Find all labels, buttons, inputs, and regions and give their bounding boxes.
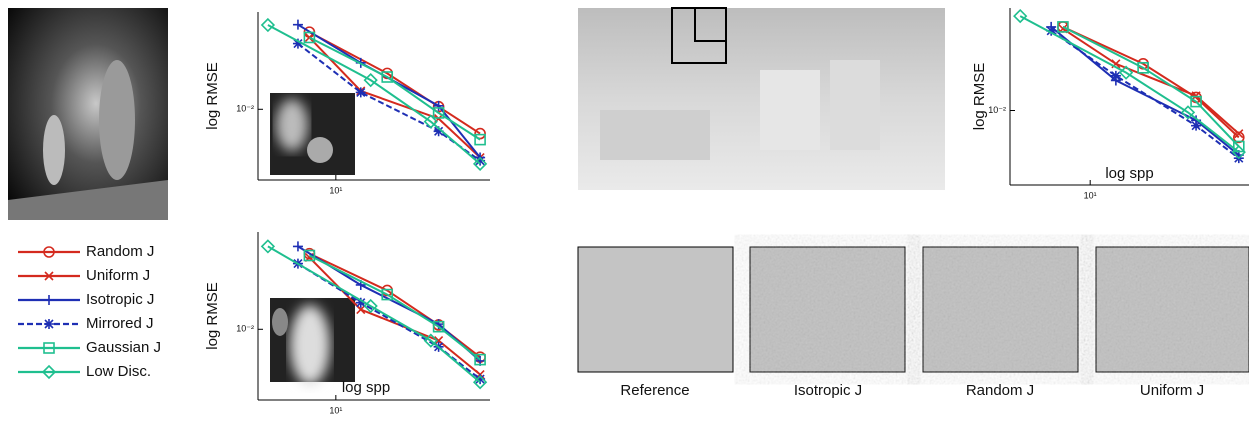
chess-image [8,8,168,220]
x-tick-label: 10¹ [329,185,342,195]
marker-shape [44,295,54,305]
marker [293,20,303,30]
x-tick-label: 10¹ [1084,190,1097,200]
marker-shape [293,20,303,30]
y-tick-label: 10⁻² [988,105,1006,115]
legend-label: Low Disc. [86,363,151,380]
marker-shape [356,87,366,97]
caption: Reference [620,382,689,399]
y-axis-label: log RMSE [204,282,221,350]
marker [356,87,366,97]
marker-shape [44,319,54,329]
y-tick-label: 10⁻² [236,104,254,114]
crop-patches [578,247,1249,372]
legend-label: Random J [86,243,154,260]
series-line [1063,27,1239,137]
caption: Isotropic J [794,382,862,399]
marker [44,295,54,305]
marker [44,319,54,329]
legend-label: Isotropic J [86,291,154,308]
legend-label: Uniform J [86,267,150,284]
x-tick-label: 10¹ [329,405,342,415]
inset-image [270,298,355,385]
caption: Uniform J [1140,382,1204,399]
y-axis-label: log RMSE [971,63,988,131]
figure: Reference Isotropic J Random J Uniform J… [0,0,1249,423]
marker [293,241,303,251]
legend-label: Gaussian J [86,339,161,356]
legend-label: Mirrored J [86,315,154,332]
marker-shape [293,241,303,251]
caption: Random J [966,382,1034,399]
x-axis-label: log spp [1105,165,1153,182]
x-axis-label: log spp [342,379,390,396]
y-axis-label: log RMSE [204,62,221,130]
inset-image [270,93,355,175]
series-line [1063,27,1239,147]
city-image [578,8,945,190]
y-tick-label: 10⁻² [236,324,254,334]
